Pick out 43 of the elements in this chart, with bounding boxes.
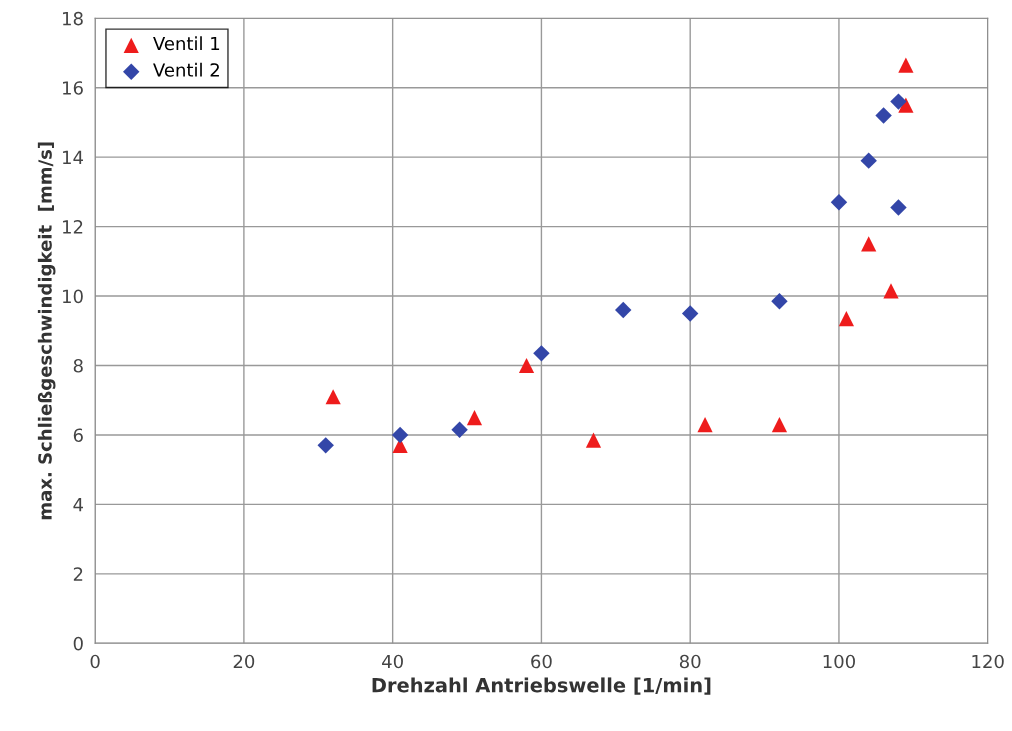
- point: [391, 426, 409, 444]
- y-tick-label: 18: [63, 11, 83, 26]
- x-tick-label: 0: [90, 654, 100, 669]
- x-tick-label: 20: [233, 654, 255, 669]
- y-tick-label: 6: [73, 428, 83, 443]
- point: [317, 437, 334, 454]
- x-tick-label: 80: [679, 654, 701, 669]
- y-tick-label: 8: [73, 358, 83, 373]
- point: [518, 357, 535, 374]
- legend-label: Ventil 2: [153, 62, 219, 77]
- x-tick-label: 100: [823, 654, 855, 669]
- y-tick-label: 14: [63, 150, 83, 165]
- y-tick-label: 16: [63, 81, 83, 95]
- y-axis-title: max. Schließgeschwindigkeit [mm/s]: [37, 142, 56, 520]
- point: [861, 236, 877, 252]
- x-tick-label: 40: [382, 654, 403, 669]
- point: [838, 311, 854, 327]
- point: [585, 432, 602, 448]
- point: [898, 57, 914, 73]
- point: [771, 416, 788, 433]
- point: [325, 389, 341, 405]
- x-axis-title: Drehzahl Antriebswelle [1/min]: [372, 677, 711, 695]
- y-tick-label: 12: [63, 220, 83, 234]
- point: [890, 199, 907, 216]
- x-tick-label: 60: [531, 654, 552, 669]
- point: [681, 305, 699, 322]
- point: [466, 409, 483, 426]
- point: [875, 107, 892, 124]
- y-tick-label: 2: [73, 567, 83, 581]
- y-tick-label: 4: [73, 498, 83, 512]
- point: [533, 345, 550, 362]
- point: [771, 293, 788, 310]
- y-tick-label: 0: [73, 636, 83, 651]
- x-tick-label: 120: [972, 654, 1004, 669]
- point: [860, 152, 877, 169]
- point: [830, 194, 848, 211]
- point: [615, 301, 632, 319]
- point: [697, 416, 713, 433]
- point: [883, 283, 899, 299]
- point: [890, 93, 907, 110]
- point: [451, 421, 468, 438]
- legend-label: Ventil 1: [153, 36, 220, 51]
- y-tick-label: 10: [63, 289, 83, 304]
